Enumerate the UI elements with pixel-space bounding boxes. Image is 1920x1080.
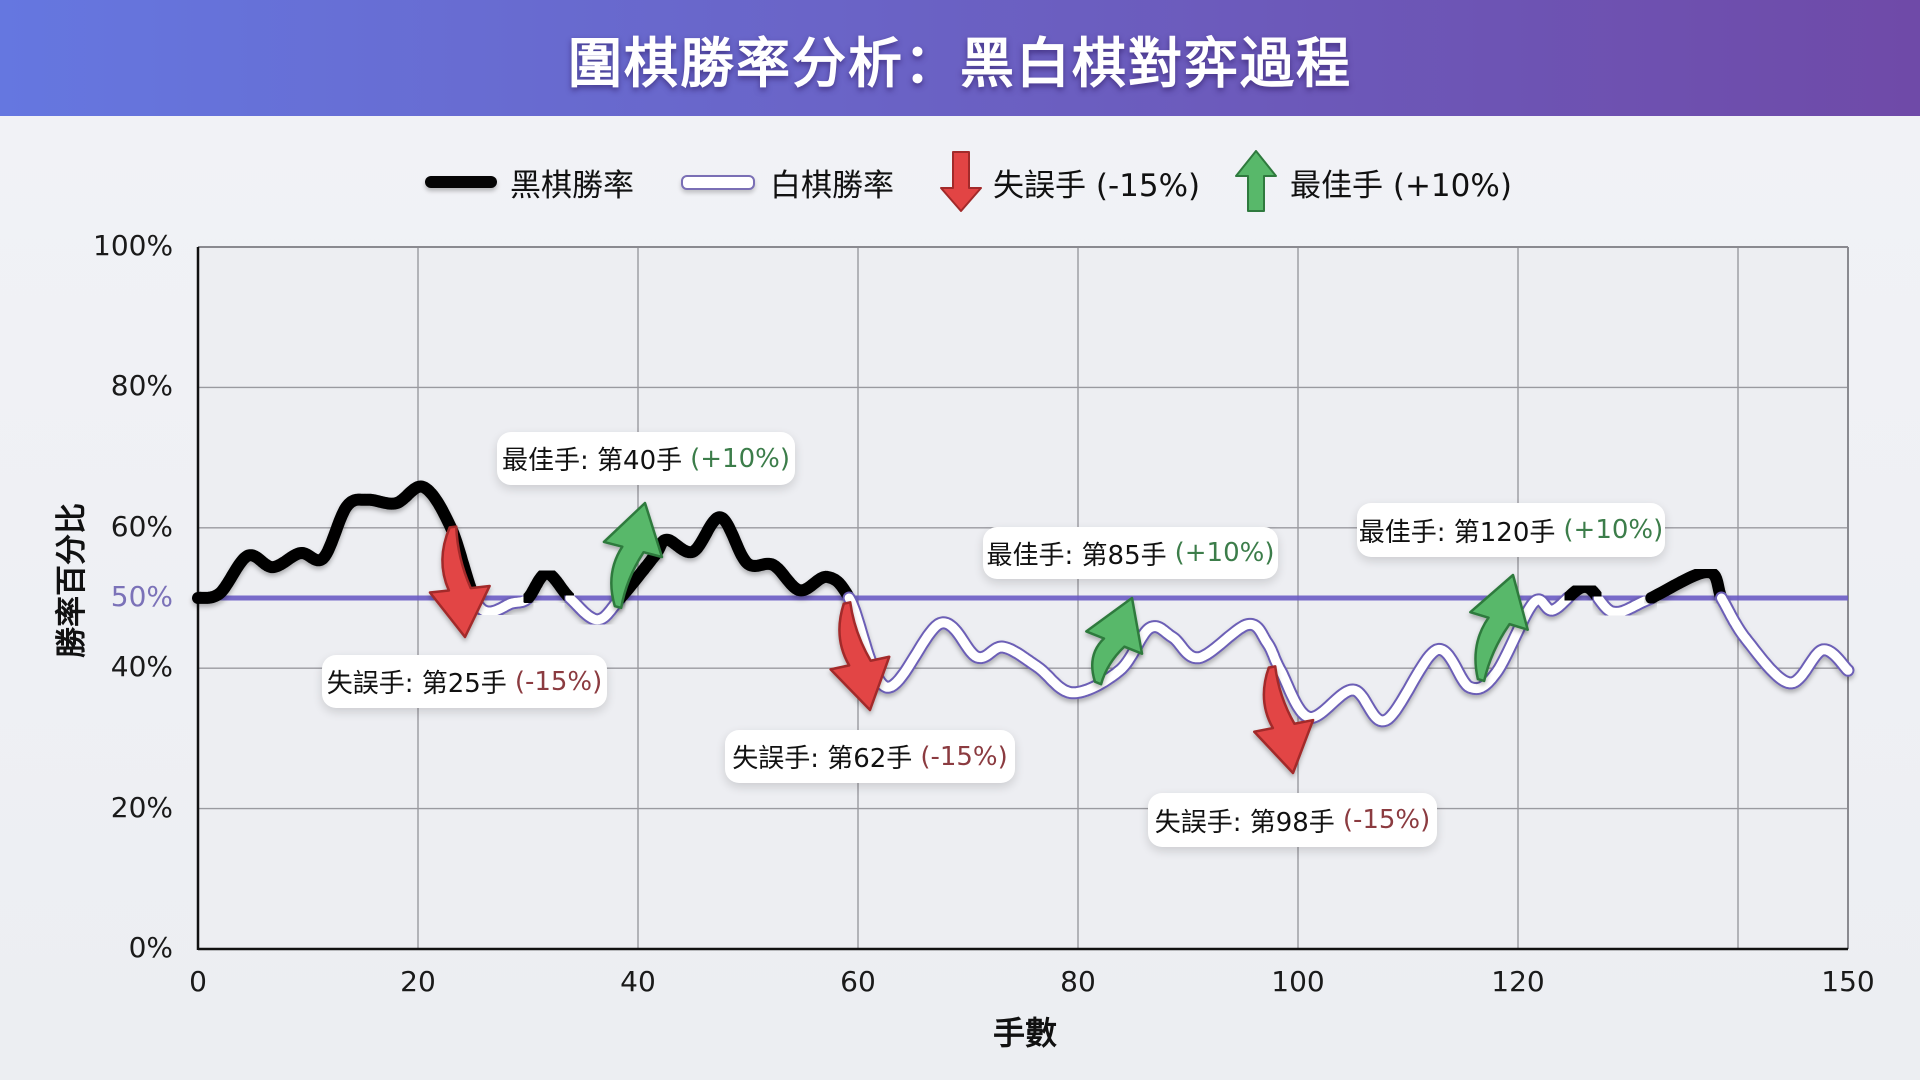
- best-move-up-arrow-icon: [1085, 596, 1144, 686]
- title-bar: 圍棋勝率分析：黑白棋對弈過程: [0, 0, 1920, 116]
- green-up-arrow-icon: [1235, 150, 1277, 212]
- legend-label-white: 白棋勝率: [770, 167, 894, 204]
- black-win-rate-line: [1645, 566, 1728, 604]
- callout-percent: (-15%): [514, 666, 603, 697]
- black-win-rate-line: [192, 480, 481, 604]
- black-line-swatch-icon: [425, 176, 497, 188]
- callout-percent: (-15%): [1342, 805, 1431, 835]
- x-tick-label: 40: [620, 965, 656, 998]
- callout-text: 失誤手: 第62手: [732, 744, 913, 774]
- legend-label-black: 黑棋勝率: [510, 167, 634, 204]
- white-win-rate-line: [842, 591, 1575, 728]
- best-move-up-arrow-icon: [1469, 573, 1529, 683]
- black-win-rate-line: [614, 511, 856, 604]
- callout-text: 最佳手: 第120手: [1358, 517, 1556, 548]
- callout-percent: (+10%): [690, 443, 790, 474]
- callout-percent: (-15%): [920, 741, 1008, 772]
- x-tick-label: 120: [1491, 965, 1545, 998]
- mistake-down-arrow-icon: [428, 525, 491, 639]
- legend-label-mistake: 失誤手 (-15%): [993, 167, 1201, 204]
- x-axis-title: 手數: [992, 1014, 1057, 1052]
- y-tick-label: 20%: [110, 790, 173, 824]
- black-win-rate-line: [1561, 580, 1605, 604]
- mistake-callout: 失誤手: 第62手 (-15%): [725, 730, 1015, 783]
- black-win-rate-line: [522, 567, 576, 604]
- callout-text: 失誤手: 第98手: [1154, 807, 1335, 838]
- page-title: 圍棋勝率分析：黑白棋對弈過程: [568, 31, 1352, 95]
- callout-text: 失誤手: 第25手: [326, 669, 507, 699]
- best-move-callout: 最佳手: 第85手 (+10%): [983, 527, 1278, 579]
- x-tick-label: 0: [189, 965, 207, 998]
- white-win-rate-line: [468, 591, 535, 619]
- y-tick-label: 0%: [128, 931, 173, 964]
- y-tick-label: 100%: [93, 229, 174, 262]
- x-tick-label: 20: [400, 965, 436, 998]
- annotation-arrows: [428, 501, 1529, 775]
- callout-percent: (+10%): [1174, 538, 1275, 568]
- callout-text: 最佳手: 第40手: [502, 446, 683, 476]
- legend: 黑棋勝率 白棋勝率 失誤手 (-15%) 最佳手 (+10%): [0, 150, 1920, 214]
- x-tick-label: 80: [1060, 965, 1096, 998]
- mistake-callout: 失誤手: 第25手 (-15%): [322, 655, 607, 708]
- x-tick-label: 100: [1271, 965, 1325, 998]
- mistake-callout: 失誤手: 第98手 (-15%): [1148, 793, 1437, 847]
- legend-label-best: 最佳手 (+10%): [1290, 167, 1512, 204]
- best-move-up-arrow-icon: [602, 501, 664, 610]
- best-move-callout: 最佳手: 第120手 (+10%): [1357, 503, 1665, 557]
- white-win-rate-line: [563, 591, 627, 627]
- x-tick-label: 60: [840, 965, 876, 998]
- white-win-rate-line: [1591, 591, 1658, 619]
- mistake-down-arrow-icon: [829, 601, 891, 712]
- win-rate-lines: [192, 480, 1855, 728]
- white-win-rate-line: [1715, 591, 1855, 690]
- callout-percent: (+10%): [1563, 515, 1664, 545]
- y-tick-label: 50%: [110, 580, 173, 613]
- y-tick-label: 60%: [110, 509, 173, 543]
- x-tick-label: 150: [1821, 965, 1875, 998]
- y-tick-label: 80%: [110, 369, 173, 403]
- best-move-callout: 最佳手: 第40手 (+10%): [497, 432, 795, 485]
- white-line-swatch-icon: [681, 175, 755, 190]
- red-down-arrow-icon: [940, 151, 982, 212]
- y-tick-label: 40%: [110, 650, 173, 684]
- mistake-down-arrow-icon: [1252, 665, 1315, 775]
- callout-text: 最佳手: 第85手: [986, 540, 1167, 571]
